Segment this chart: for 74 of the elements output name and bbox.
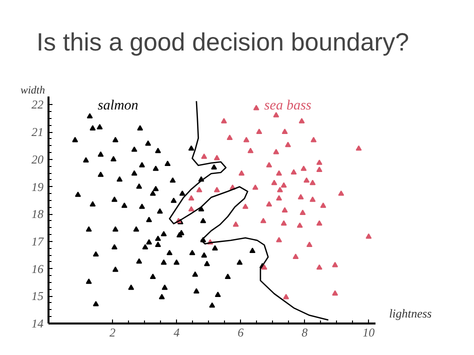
- point: [188, 206, 194, 212]
- point: [316, 160, 322, 165]
- point: [214, 186, 220, 192]
- point: [214, 154, 220, 160]
- point: [282, 207, 288, 212]
- point: [290, 169, 297, 174]
- series-label: sea bass: [264, 98, 312, 114]
- point: [196, 186, 202, 192]
- point: [310, 196, 316, 202]
- point: [260, 218, 266, 224]
- point: [298, 194, 304, 200]
- point: [292, 254, 299, 259]
- point: [266, 201, 272, 206]
- point: [316, 264, 322, 270]
- point: [276, 195, 282, 200]
- point: [271, 180, 278, 186]
- y-tick-label: 16: [32, 262, 44, 276]
- point: [282, 128, 288, 134]
- point: [248, 148, 254, 154]
- y-tick-label: 17: [32, 234, 44, 248]
- point: [338, 190, 344, 196]
- point: [332, 290, 338, 296]
- point: [310, 136, 317, 142]
- point: [238, 170, 245, 176]
- point: [320, 202, 326, 208]
- point: [252, 184, 258, 190]
- point: [284, 142, 291, 148]
- x-tick-label: 8: [302, 326, 308, 340]
- x-axis-title: lightness: [389, 306, 432, 320]
- point: [283, 294, 290, 300]
- x-tick-label: 2: [110, 326, 116, 340]
- y-tick-label: 21: [32, 125, 44, 140]
- y-tick-label: 20: [32, 152, 44, 166]
- x-tick-label: 4: [174, 326, 180, 340]
- point: [243, 136, 250, 142]
- point: [300, 210, 306, 215]
- point: [273, 148, 280, 154]
- point: [201, 154, 208, 159]
- point: [232, 221, 239, 227]
- point: [298, 118, 305, 124]
- point: [253, 104, 260, 110]
- x-tick-label: 10: [362, 326, 375, 340]
- point: [316, 166, 322, 172]
- point: [300, 166, 307, 171]
- y-tick-label: 15: [32, 289, 44, 304]
- y-tick-label: 18: [32, 207, 44, 222]
- line-series: [168, 100, 329, 321]
- y-tick-label: 14: [32, 316, 44, 330]
- point: [280, 220, 287, 226]
- point: [220, 118, 227, 124]
- point: [356, 145, 362, 151]
- point: [332, 262, 338, 268]
- series-label: salmon: [98, 98, 138, 114]
- point: [306, 242, 312, 247]
- point: [276, 236, 282, 242]
- point: [188, 195, 194, 200]
- point: [280, 182, 287, 188]
- point: [226, 134, 233, 140]
- point: [310, 180, 316, 186]
- x-tick-label: 6: [238, 326, 244, 340]
- point: [276, 170, 282, 176]
- point: [276, 186, 283, 192]
- point: [242, 204, 248, 209]
- y-tick-label: 22: [32, 98, 44, 112]
- y-tick-label: 19: [32, 180, 44, 194]
- point: [296, 222, 303, 228]
- point: [256, 128, 262, 134]
- chart-title: Is this a good decision boundary?: [36, 28, 409, 56]
- point: [316, 220, 322, 226]
- point: [266, 162, 272, 168]
- point: [366, 233, 372, 239]
- y-axis-title: width: [20, 84, 46, 96]
- point: [304, 177, 310, 183]
- point: [273, 112, 280, 118]
